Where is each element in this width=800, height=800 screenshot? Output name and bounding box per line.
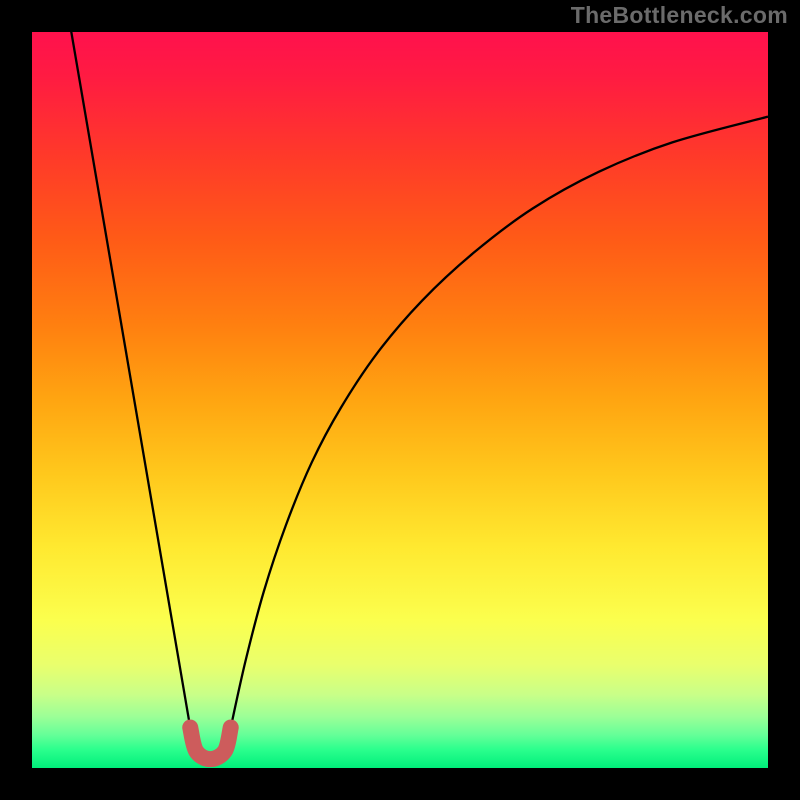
plot-svg [32,32,768,768]
plot-area [32,32,768,768]
figure-canvas: TheBottleneck.com [0,0,800,800]
gradient-background [32,32,768,768]
watermark-text: TheBottleneck.com [571,2,788,29]
